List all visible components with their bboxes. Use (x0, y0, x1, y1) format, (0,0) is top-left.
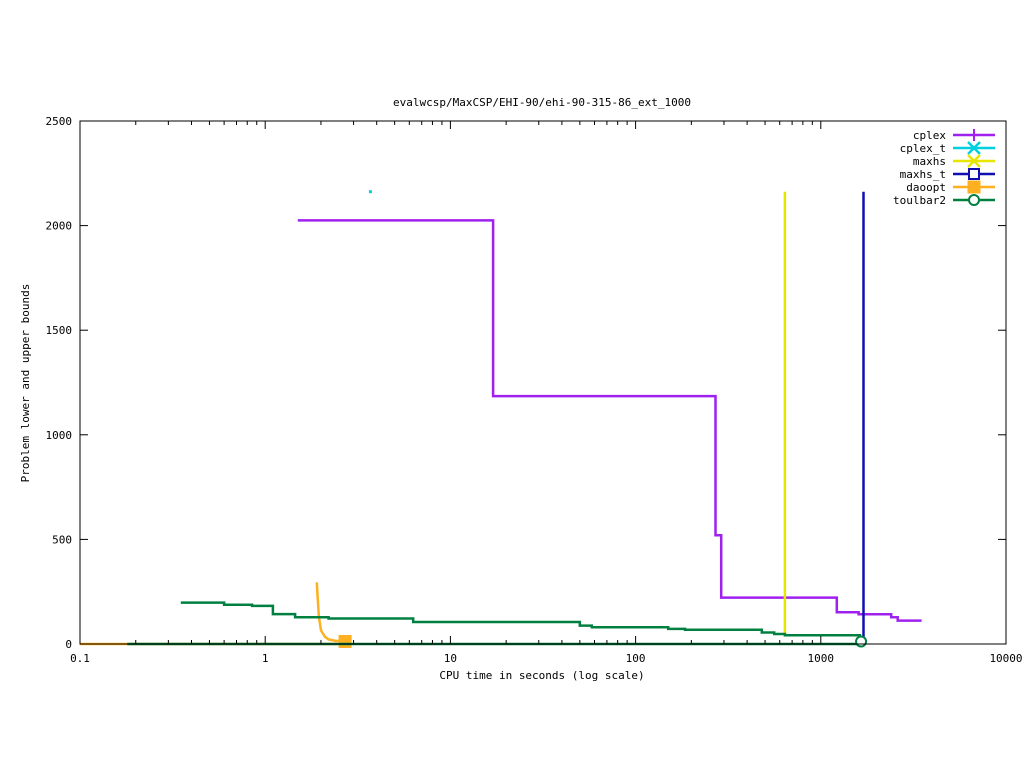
y-tick-label: 1500 (46, 324, 73, 337)
x-tick-label: 100 (626, 652, 646, 665)
data-point (368, 190, 372, 194)
legend-label: daoopt (906, 181, 946, 194)
y-tick-label: 1000 (46, 429, 73, 442)
x-tick-label: 10 (444, 652, 457, 665)
y-tick-label: 500 (52, 533, 72, 546)
legend-marker (968, 194, 980, 206)
data-point-marker (338, 634, 352, 648)
series-toulbar2 (127, 601, 868, 648)
legend-label: maxhs_t (900, 168, 946, 181)
series-line (315, 582, 346, 643)
series-line (297, 219, 922, 622)
series-cplex-t (368, 190, 372, 194)
chart-title: evalwcsp/MaxCSP/EHI-90/ehi-90-315-86_ext… (393, 96, 691, 109)
legend-label: maxhs (913, 155, 946, 168)
x-axis-label: CPU time in seconds (log scale) (439, 669, 644, 682)
series-line (180, 601, 862, 637)
y-tick-label: 2500 (46, 115, 73, 128)
series-layer (80, 190, 922, 648)
ticks-layer: 0.1 1 10 100 1000 10000 0 500 1000 1500 2000 2500 (46, 115, 1023, 665)
legend-marker (967, 141, 981, 155)
legend-label: toulbar2 (893, 194, 946, 207)
legend-label: cplex_t (900, 142, 946, 155)
legend-marker (967, 180, 981, 194)
legend-marker (968, 129, 980, 141)
x-tick-label: 0.1 (70, 652, 90, 665)
y-tick-label: 2000 (46, 220, 73, 233)
y-axis-label: Problem lower and upper bounds (19, 284, 32, 483)
y-tick-label: 0 (65, 638, 72, 651)
series-cplex (297, 219, 922, 622)
plot-frame (79, 120, 1007, 645)
series-daoopt (80, 582, 352, 648)
legend-marker (967, 154, 981, 168)
legend-marker (968, 168, 980, 180)
legend-label: cplex (913, 129, 946, 142)
data-point-marker (855, 635, 868, 648)
x-tick-label: 10000 (989, 652, 1022, 665)
x-tick-label: 1000 (808, 652, 835, 665)
x-tick-label: 1 (262, 652, 269, 665)
